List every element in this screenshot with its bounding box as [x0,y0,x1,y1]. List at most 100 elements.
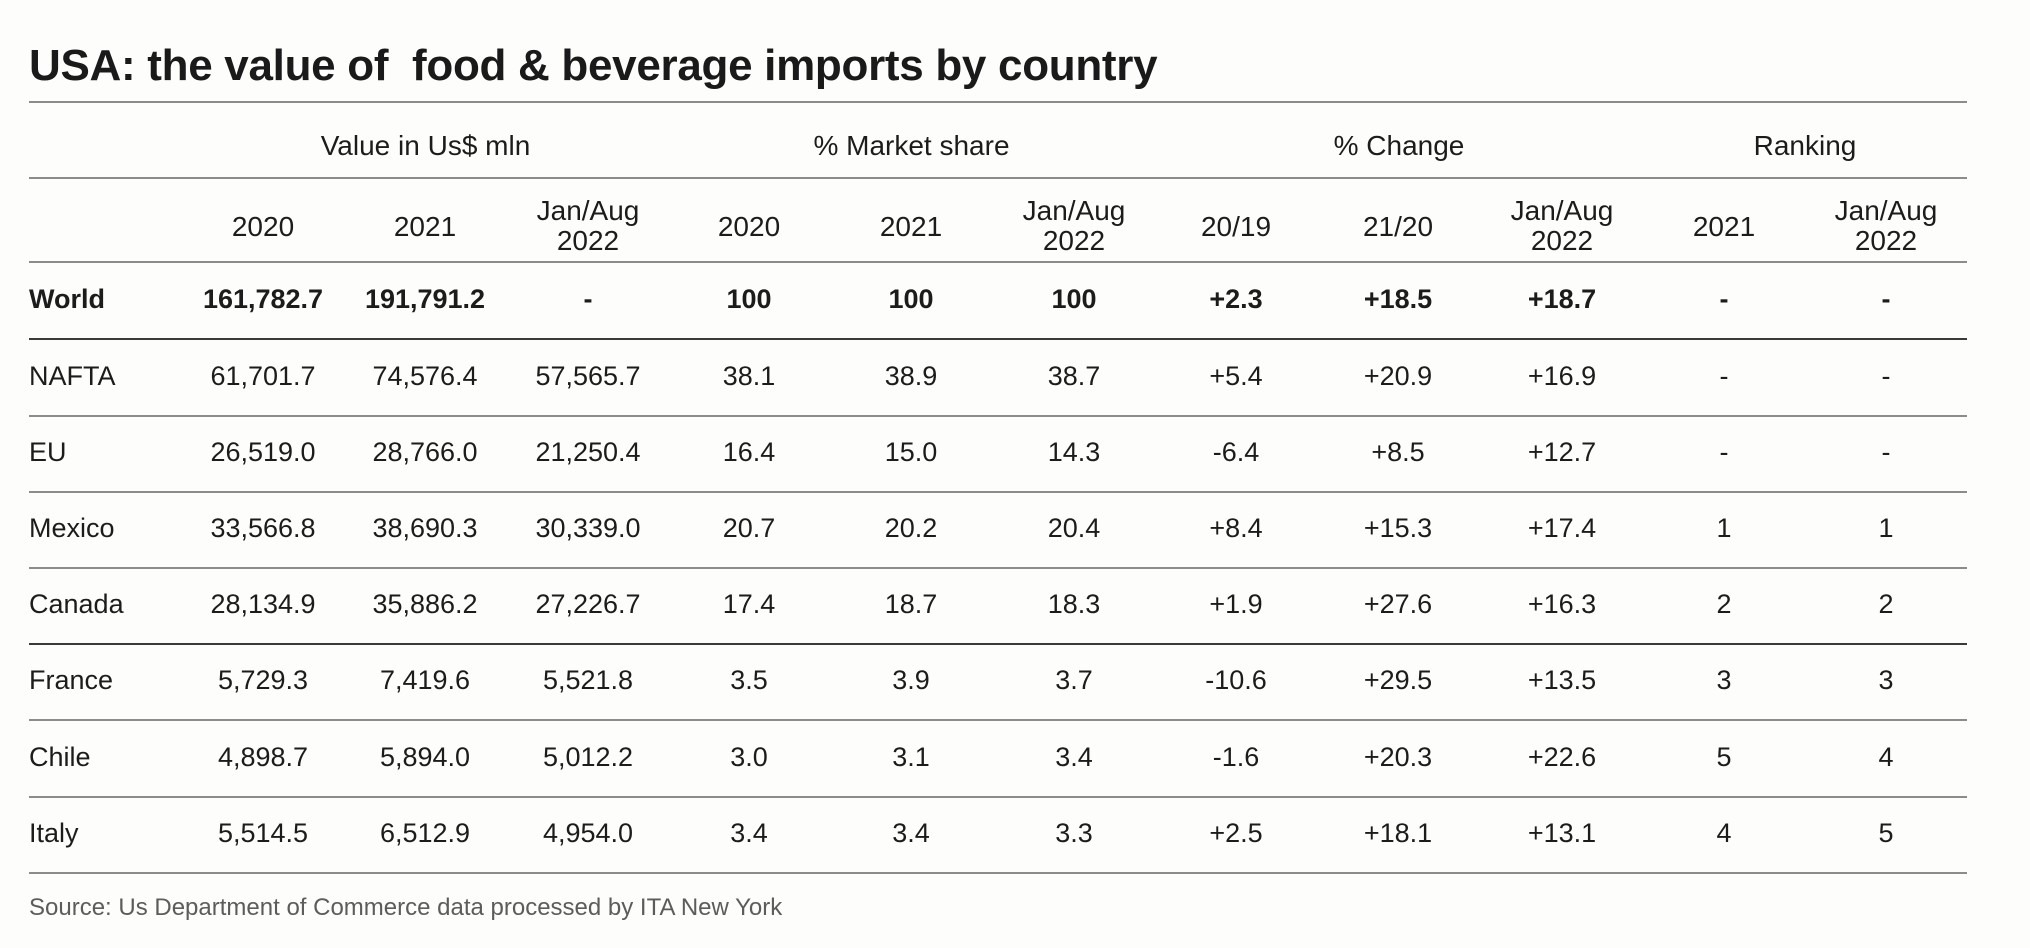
table-cell: +8.4 [1209,513,1263,543]
table-cell: 57,565.7 [535,360,641,391]
table-cell: +18.7 [1527,283,1597,314]
column-header-line2: 2021 [879,211,943,242]
column-header-line2: 20/19 [1200,211,1272,242]
table-cell: +1.9 [1209,589,1263,619]
table-cell: +18.5 [1363,283,1433,314]
table-cell: 3.0 [730,741,768,772]
row-label: France [29,665,114,695]
group-header-divider [29,177,1967,179]
table-cell: +2.3 [1209,283,1263,314]
table-cell: +29.5 [1363,665,1433,695]
row-divider [29,643,1967,645]
row-label: Chile [29,741,91,772]
table-cell: 38.7 [1047,360,1101,391]
row-divider [29,491,1967,493]
table-cell: -6.4 [1212,437,1260,467]
table-cell: 3 [1878,665,1894,695]
table-cell: 15.0 [884,437,938,467]
row-divider [29,567,1967,569]
table-cell: 26,519.0 [210,437,316,467]
row-divider [29,796,1967,798]
table-title: USA: the value of food & beverage import… [29,41,1158,90]
table-cell: - [1719,283,1729,314]
table-cell: - [1719,360,1729,391]
table-cell: 5,514.5 [217,818,309,848]
column-header: Jan/Aug 2022 [1835,196,1938,256]
group-header: % Change [1333,130,1465,161]
table-cell: +15.3 [1363,513,1433,543]
table-cell: 17.4 [722,589,776,619]
column-header: 2021 [880,212,942,242]
table-cell: 4,954.0 [542,818,634,848]
table-cell: 18.3 [1047,589,1101,619]
table-cell: +16.9 [1527,360,1597,391]
table-cell: +8.5 [1371,437,1425,467]
table-cell: 14.3 [1047,437,1101,467]
column-header-line2: 2022 [1854,225,1918,256]
table-cell: - [1881,360,1891,391]
column-header-line2: 21/20 [1362,211,1434,242]
table-cell: 20.4 [1047,513,1101,543]
row-divider [29,872,1967,874]
table-cell: 38,690.3 [372,513,478,543]
group-header: Value in Us$ mln [320,130,531,161]
table-cell: 191,791.2 [364,283,486,314]
table-cell: 3 [1716,665,1732,695]
row-label: NAFTA [29,360,116,391]
row-label: World [29,283,105,314]
column-header-line2: 2020 [231,211,295,242]
table-cell: 7,419.6 [379,665,471,695]
table-cell: +27.6 [1363,589,1433,619]
table-cell: 38.1 [722,360,776,391]
table-cell: 100 [726,283,772,314]
column-header: Jan/Aug 2022 [1511,196,1614,256]
group-header: % Market share [813,130,1010,161]
row-divider [29,338,1967,340]
table-cell: 100 [888,283,934,314]
table-cell: 5 [1716,741,1732,772]
column-header: Jan/Aug 2022 [1023,196,1126,256]
table-cell: 3.7 [1055,665,1093,695]
column-header: 21/20 [1363,212,1433,242]
table-cell: 33,566.8 [210,513,316,543]
table-cell: +13.5 [1527,665,1597,695]
table-cell: 3.1 [892,741,930,772]
table-cell: 5,894.0 [379,741,471,772]
table-cell: 20.2 [884,513,938,543]
column-header-line2: 2022 [1042,225,1106,256]
table-cell: 3.3 [1055,818,1093,848]
row-label: EU [29,437,67,467]
table-cell: 28,766.0 [372,437,478,467]
table-cell: +16.3 [1527,589,1597,619]
table-cell: - [1881,437,1891,467]
table-cell: 5,012.2 [542,741,634,772]
table-cell: 38.9 [884,360,938,391]
table-cell: 20.7 [722,513,776,543]
table-cell: 16.4 [722,437,776,467]
column-header-line2: 2022 [556,225,620,256]
table-cell: +17.4 [1527,513,1597,543]
table-cell: 4,898.7 [217,741,309,772]
table-cell: 35,886.2 [372,589,478,619]
title-divider [29,101,1967,103]
table-cell: 161,782.7 [202,283,324,314]
column-header-line1: Jan/Aug [536,195,640,226]
table-cell: 18.7 [884,589,938,619]
table-cell: 3.4 [892,818,930,848]
table-cell: 2 [1716,589,1732,619]
row-label: Italy [29,818,79,848]
table-cell: +22.6 [1527,741,1597,772]
table-cell: 3.4 [1055,741,1093,772]
column-header-line2: 2022 [1530,225,1594,256]
table-cell: - [1719,437,1729,467]
source-note: Source: Us Department of Commerce data p… [29,894,783,921]
table-cell: - [1881,283,1891,314]
column-header: 2020 [718,212,780,242]
table-cell: 4 [1878,741,1894,772]
table-cell: 1 [1716,513,1732,543]
column-header: 2020 [232,212,294,242]
table-cell: 1 [1878,513,1894,543]
column-header: 2021 [1693,212,1755,242]
table-cell: 74,576.4 [372,360,478,391]
table-cell: +18.1 [1363,818,1433,848]
